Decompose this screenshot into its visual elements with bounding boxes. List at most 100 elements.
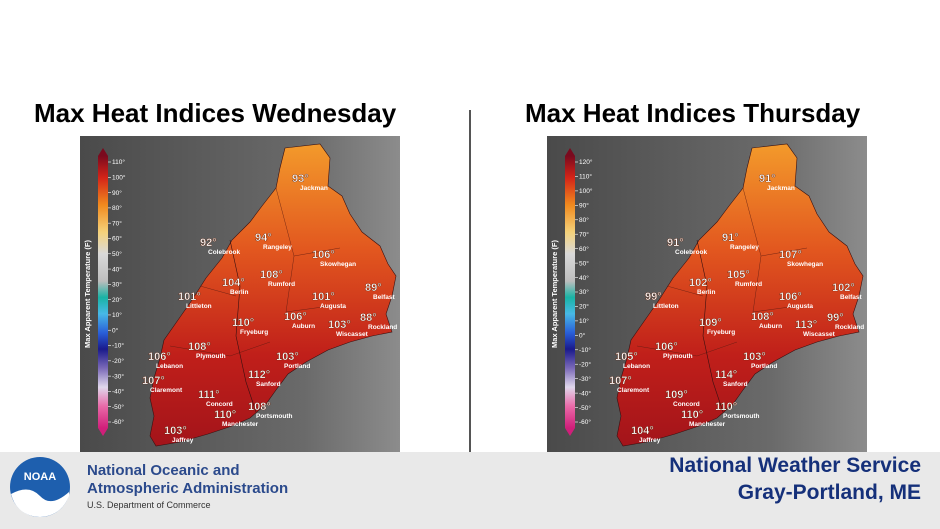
scale-tick-label: 70° — [579, 230, 589, 238]
city-label: Augusta — [787, 303, 813, 310]
temperature-label: 102° — [832, 282, 855, 294]
region-shape — [149, 143, 397, 447]
footer-banner: NOAA National Oceanic and Atmospheric Ad… — [0, 452, 940, 529]
temperature-label: 110° — [715, 401, 737, 413]
scale-tick-label: 90° — [579, 202, 589, 210]
noaa-logo-icon: NOAA — [9, 456, 71, 518]
temperature-label: 114° — [715, 369, 737, 381]
temperature-label: 108° — [248, 401, 271, 413]
temperature-label: 108° — [188, 341, 211, 353]
temperature-label: 103° — [328, 319, 351, 331]
location-claremont: 107°Claremont — [609, 375, 650, 394]
location-fryeburg: 110°Fryeburg — [232, 317, 268, 336]
scale-tick-label: 20° — [579, 303, 589, 311]
scale-tick-label: 30° — [579, 288, 589, 296]
scale-tick-label: 70° — [112, 219, 122, 227]
temperature-label: 106° — [655, 341, 678, 353]
scale-tick-label: 40° — [112, 265, 122, 273]
city-label: Lebanon — [156, 363, 183, 370]
city-label: Portsmouth — [723, 413, 760, 420]
city-label: Portland — [284, 363, 310, 370]
temperature-label: 110° — [214, 409, 236, 421]
temperature-label: 108° — [751, 311, 774, 323]
temperature-label: 112° — [248, 369, 270, 381]
city-label: Belfast — [373, 294, 396, 301]
scale-tick-label: -50° — [579, 404, 591, 412]
scale-tick-label: 80° — [112, 204, 122, 212]
location-rangeley: 94°Rangeley — [255, 232, 292, 251]
scale-tick-label: -60° — [579, 418, 591, 426]
location-sanford: 112°Sanford — [248, 369, 281, 388]
scale-tick-label: -10° — [579, 346, 591, 354]
city-label: Jackman — [767, 185, 795, 192]
location-concord: 109°Concord — [665, 389, 700, 408]
scale-tick-label: 10° — [579, 317, 589, 325]
city-label: Belfast — [840, 294, 863, 301]
location-augusta: 106°Augusta — [779, 291, 814, 310]
temperature-label: 89° — [365, 282, 382, 294]
scale-axis-label: Max Apparent Temperature (F) — [550, 240, 559, 348]
county-borders — [169, 187, 341, 357]
nws-name: National Weather Service — [669, 454, 921, 477]
temperature-label: 91° — [722, 232, 739, 244]
location-rumford: 105°Rumford — [727, 269, 762, 288]
noaa-logo-text: NOAA — [24, 471, 56, 483]
location-rumford: 108°Rumford — [260, 269, 295, 288]
location-sanford: 114°Sanford — [715, 369, 748, 388]
city-label: Berlin — [697, 289, 715, 296]
city-label: Colebrook — [208, 249, 241, 256]
location-skowhegan: 107°Skowhegan — [779, 249, 823, 268]
location-portsmouth: 108°Portsmouth — [248, 401, 293, 420]
location-manchester: 110°Manchester — [681, 409, 726, 428]
scale-tick-label: -40° — [579, 389, 591, 397]
scale-axis-label: Max Apparent Temperature (F) — [83, 240, 92, 348]
scale-bottom-arrow — [98, 428, 108, 436]
city-label: Rumford — [735, 281, 762, 288]
temperature-label: 91° — [759, 173, 776, 185]
map-panel-wednesday: 110° 100° 90° 80° 70° 60° 50° 40° 30° 20° 10° 0° -10… — [80, 136, 400, 452]
panel-divider — [469, 110, 471, 452]
temperature-label: 113° — [795, 319, 817, 331]
state-border — [229, 239, 257, 413]
city-label: Manchester — [689, 421, 726, 428]
temperature-label: 99° — [827, 312, 844, 324]
city-label: Manchester — [222, 421, 259, 428]
city-label: Wiscasset — [336, 331, 369, 338]
location-plymouth: 106°Plymouth — [655, 341, 693, 360]
city-label: Rangeley — [730, 244, 759, 251]
temperature-label: 104° — [222, 277, 245, 289]
temperature-label: 91° — [667, 237, 684, 249]
scale-tick-label: 20° — [112, 296, 122, 304]
location-wiscasset: 113°Wiscasset — [795, 319, 836, 338]
city-label: Claremont — [617, 387, 650, 394]
city-label: Rangeley — [263, 244, 292, 251]
scale-tick-label: 100° — [579, 187, 593, 195]
temperature-label: 101° — [178, 291, 201, 303]
temperature-label: 92° — [200, 237, 217, 249]
temperature-label: 107° — [609, 375, 632, 387]
city-label: Sanford — [723, 381, 748, 388]
temperature-label: 93° — [292, 173, 309, 185]
city-label: Claremont — [150, 387, 183, 394]
location-rangeley: 91°Rangeley — [722, 232, 759, 251]
temperature-label: 88° — [360, 312, 377, 324]
city-label: Littleton — [186, 303, 212, 310]
scale-tick-label: -20° — [112, 357, 124, 365]
temperature-label: 103° — [276, 351, 299, 363]
location-littleton: 101°Littleton — [178, 291, 212, 310]
city-label: Jaffrey — [172, 437, 194, 444]
location-colebrook: 91°Colebrook — [667, 237, 708, 256]
temperature-label: 101° — [312, 291, 335, 303]
temperature-label: 103° — [743, 351, 766, 363]
temperature-label: 108° — [260, 269, 283, 281]
scale-tick-label: 10° — [112, 311, 122, 319]
city-label: Fryeburg — [240, 329, 268, 336]
city-label: Jaffrey — [639, 437, 661, 444]
nws-office: National Weather Service Gray-Portland, … — [669, 452, 921, 506]
nws-location: Gray-Portland, ME — [737, 481, 921, 504]
city-label: Wiscasset — [803, 331, 836, 338]
city-label: Lebanon — [623, 363, 650, 370]
city-label: Auburn — [759, 323, 782, 330]
location-portland: 103°Portland — [276, 351, 311, 370]
temperature-label: 94° — [255, 232, 272, 244]
